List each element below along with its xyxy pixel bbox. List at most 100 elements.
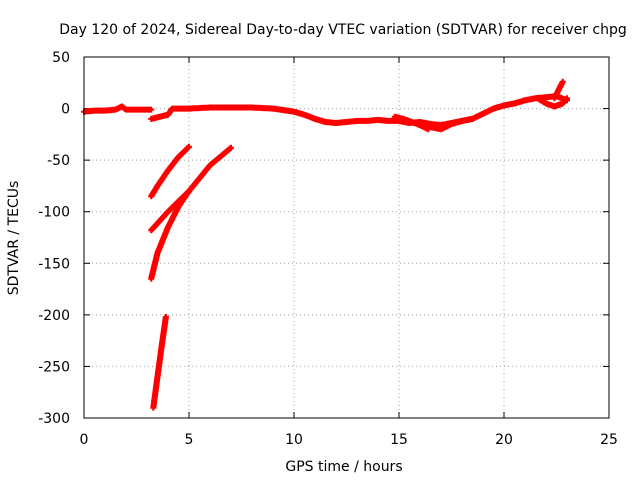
data-point — [513, 101, 516, 105]
data-point — [124, 108, 128, 112]
data-point — [426, 127, 430, 131]
data-point — [208, 163, 212, 167]
data-points — [81, 78, 570, 411]
x-tick-label: 15 — [390, 432, 408, 448]
series-arc-1 — [148, 143, 192, 200]
data-point — [552, 105, 556, 109]
chart-title: Day 120 of 2024, Sidereal Day-to-day VTE… — [59, 22, 627, 38]
data-point — [160, 344, 164, 348]
data-point — [429, 125, 432, 129]
data-point — [103, 109, 107, 113]
data-point — [544, 95, 548, 99]
data-point — [170, 107, 174, 111]
data-point — [166, 113, 170, 117]
data-point — [523, 98, 527, 102]
axis-ticks: 0 5 10 15 20 25 50 0 -50 -100 -150 -200 -250 -300 — [38, 50, 618, 448]
data-point — [450, 122, 453, 126]
series-main-track — [81, 103, 155, 115]
x-tick-label: 20 — [495, 432, 513, 448]
series-scatter-band-a — [391, 113, 432, 133]
data-point — [149, 277, 153, 281]
y-tick-label: -250 — [38, 359, 70, 375]
data-point — [324, 120, 327, 124]
data-point — [177, 155, 180, 159]
data-marks-main-track-after-gap — [148, 93, 570, 129]
data-point — [149, 117, 153, 121]
data-point — [177, 205, 180, 209]
data-point — [439, 127, 443, 131]
data-point — [303, 113, 306, 117]
x-tick-label: 5 — [185, 432, 194, 448]
data-point — [229, 146, 233, 150]
series-main-track-after-gap — [148, 93, 570, 129]
data-point — [164, 315, 168, 319]
data-point — [149, 228, 153, 232]
data-point — [151, 406, 155, 410]
data-marks-arc-4 — [150, 313, 169, 411]
data-point — [393, 115, 397, 119]
plot-frame — [83, 56, 610, 419]
data-marks-arc-2 — [148, 144, 234, 234]
x-axis-label: GPS time / hours — [285, 459, 402, 475]
data-point — [93, 109, 96, 113]
data-marks-arc-1 — [148, 143, 192, 200]
data-point — [208, 106, 212, 110]
data-marks-arc-3 — [148, 188, 192, 282]
data-point — [229, 106, 233, 110]
x-tick-label: 0 — [80, 432, 89, 448]
data-point — [418, 123, 422, 127]
y-tick-label: -100 — [38, 205, 70, 221]
data-point — [561, 101, 565, 105]
data-point — [158, 115, 162, 119]
y-tick-label: -50 — [47, 153, 70, 169]
data-point — [166, 168, 170, 172]
data-point — [250, 106, 254, 110]
data-point — [410, 120, 414, 124]
series-arc-3 — [148, 188, 192, 282]
data-marks-main-track — [81, 103, 155, 115]
data-point — [156, 184, 159, 188]
series-arc-2 — [148, 144, 234, 234]
series-arc-4 — [150, 313, 169, 411]
x-tick-label: 25 — [600, 432, 618, 448]
y-tick-label: -200 — [38, 308, 70, 324]
data-point — [313, 117, 317, 121]
data-point — [292, 110, 296, 114]
data-point — [114, 108, 117, 112]
data-point — [544, 101, 548, 105]
data-point — [166, 225, 170, 229]
data-point — [481, 112, 485, 116]
y-tick-label: 0 — [61, 102, 70, 118]
y-tick-label: -300 — [38, 411, 70, 427]
data-point — [552, 96, 556, 100]
series-scatter-band-c — [534, 95, 570, 110]
data-point — [156, 251, 159, 255]
data-point — [565, 96, 569, 100]
data-point — [345, 120, 348, 124]
data-point — [187, 107, 191, 111]
data-point — [187, 189, 191, 193]
data-point — [492, 107, 495, 111]
y-axis-label: SDTVAR / TECUs — [6, 181, 22, 296]
series-scatter-band-b — [427, 115, 476, 133]
data-point — [149, 194, 153, 198]
data-point — [536, 96, 540, 100]
y-tick-label: -150 — [38, 256, 70, 272]
y-tick-label: 50 — [52, 50, 70, 66]
data-point — [561, 80, 565, 84]
data-point — [376, 118, 380, 122]
data-point — [471, 117, 474, 121]
data-point — [355, 119, 359, 123]
data-point — [187, 145, 191, 149]
data-point — [135, 108, 138, 112]
data-point — [502, 103, 506, 107]
data-point — [120, 105, 124, 109]
data-point — [156, 375, 159, 379]
data-point — [557, 88, 561, 92]
series-spike-up — [551, 78, 566, 102]
x-tick-label: 10 — [285, 432, 303, 448]
data-point — [149, 108, 153, 112]
data-point — [387, 119, 390, 123]
data-point — [460, 119, 464, 123]
data-point — [401, 117, 405, 121]
